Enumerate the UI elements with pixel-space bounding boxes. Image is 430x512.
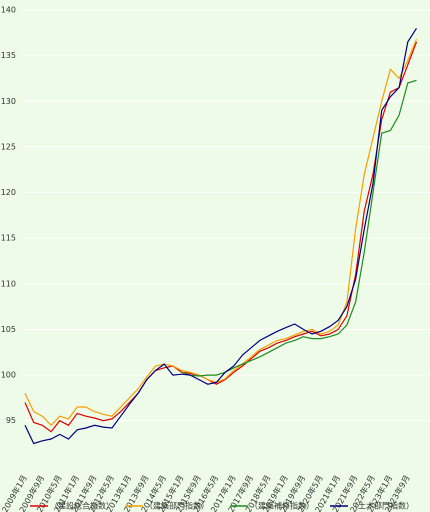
series-line: [24, 38, 418, 427]
series-line: [24, 27, 418, 445]
y-tick-label: 105: [1, 325, 16, 334]
legend-label: （建設総合指数）: [50, 501, 114, 511]
y-tick-label: 125: [1, 142, 16, 151]
y-tick-label: 140: [1, 6, 16, 15]
legend-label: （土木部門指数）: [350, 501, 414, 511]
y-tick-label: 120: [1, 188, 16, 197]
y-tick-label: 110: [1, 279, 16, 288]
y-tick-label: 115: [1, 234, 16, 243]
y-tick-label: 95: [6, 416, 16, 425]
y-tick-label: 135: [1, 51, 16, 60]
y-tick-label: 130: [1, 97, 16, 106]
series-line: [24, 41, 418, 433]
legend-label: （建築補修指数）: [250, 501, 314, 511]
y-tick-label: 100: [1, 371, 16, 380]
legend-label: （建築部門指数）: [145, 501, 209, 511]
series-line: [181, 79, 417, 377]
